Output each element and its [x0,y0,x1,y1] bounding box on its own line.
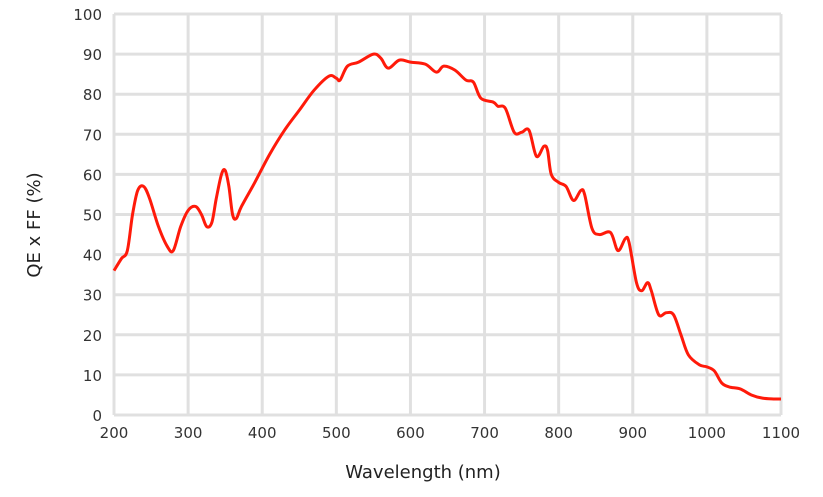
y-tick-label: 30 [83,287,102,305]
x-tick-label: 1100 [762,424,800,442]
x-tick-label: 1000 [688,424,726,442]
x-tick-label: 200 [100,424,129,442]
x-tick-label: 300 [174,424,203,442]
y-tick-label: 10 [83,367,102,385]
y-tick-label: 90 [83,46,102,64]
y-tick-label: 50 [83,207,102,225]
y-axis-label: QE x FF (%) [24,172,45,277]
grid [112,12,783,417]
y-tick-label: 20 [83,327,102,345]
x-tick-labels: 200 300 400 500 600 700 800 900 1000 1100 [100,424,800,442]
x-tick-label: 800 [544,424,573,442]
x-tick-label: 500 [322,424,351,442]
x-tick-label: 600 [396,424,425,442]
x-tick-label: 900 [618,424,647,442]
y-tick-label: 0 [92,407,102,425]
y-tick-label: 60 [83,166,102,184]
x-tick-label: 700 [470,424,499,442]
x-tick-label: 400 [248,424,277,442]
y-tick-label: 100 [73,6,102,24]
y-tick-label: 80 [83,86,102,104]
y-tick-label: 70 [83,126,102,144]
y-tick-labels: 0 10 20 30 40 50 60 70 80 90 100 [73,6,102,425]
series-line [112,52,782,401]
y-tick-label: 40 [83,247,102,265]
x-axis-label: Wavelength (nm) [345,462,501,483]
